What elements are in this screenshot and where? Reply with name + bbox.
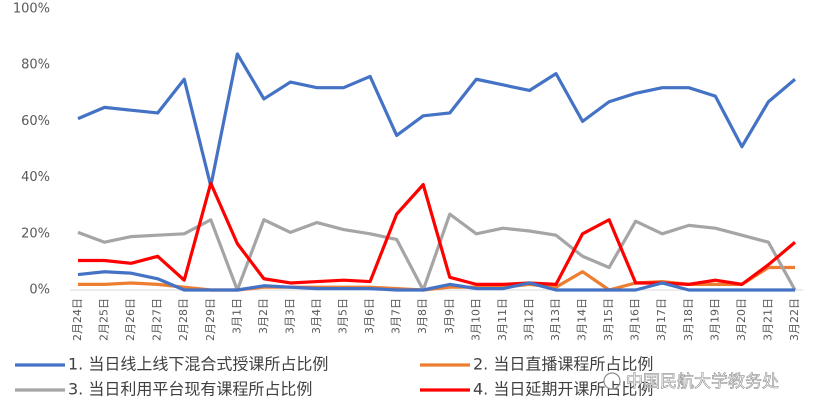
x-tick-label: 3月19日: [708, 298, 721, 341]
x-tick-label: 2月26日: [124, 298, 137, 341]
y-tick-label: 60%: [21, 114, 50, 129]
x-tick-label: 3月16日: [629, 298, 642, 341]
y-tick-label: 0%: [29, 283, 50, 298]
series-line: [77, 270, 795, 292]
x-tick-label: 3月2日: [257, 298, 270, 334]
x-tick-label: 3月7日: [390, 298, 403, 334]
x-tick-label: 3月18日: [682, 298, 695, 341]
x-tick-label: 3月8日: [416, 298, 429, 334]
legend-label: 3. 当日利用平台现有课程所占比例: [68, 380, 312, 399]
x-tick-label: 2月27日: [151, 298, 164, 341]
x-tick-label: 2月29日: [204, 298, 217, 341]
x-tick-label: 3月17日: [655, 298, 668, 341]
x-tick-label: 3月11日: [496, 298, 509, 341]
y-tick-label: 40%: [21, 170, 50, 185]
x-tick-label: 3月12日: [522, 298, 535, 341]
x-tick-label: 3月9日: [443, 298, 456, 334]
x-tick-label: 3月5日: [337, 298, 350, 334]
legend-label: 4. 当日延期开课所占比例: [473, 380, 653, 399]
x-tick-label: 3月22日: [788, 298, 801, 341]
x-tick-label: 3月14日: [576, 298, 589, 341]
x-tick-label: 3月20日: [735, 298, 748, 341]
y-tick-label: 100%: [13, 2, 50, 17]
x-tick-label: 3月15日: [602, 298, 615, 341]
x-tick-label: 2月24日: [71, 298, 84, 341]
x-tick-label: 3月3日: [283, 298, 296, 334]
series-line: [78, 181, 797, 286]
x-tick-label: 3月13日: [549, 298, 562, 341]
y-tick-label: 20%: [21, 226, 50, 241]
watermark: 中国民航大学教务处: [626, 372, 779, 392]
x-tick-label: 3月4日: [310, 298, 323, 334]
y-tick-label: 80%: [21, 58, 50, 73]
x-tick-label: 2月25日: [98, 298, 111, 341]
x-tick-label: 3月1日: [230, 298, 243, 334]
legend-label: 2. 当日直播课程所占比例: [473, 355, 653, 374]
series-line: [77, 52, 797, 188]
x-tick-label: 3月21日: [761, 298, 774, 341]
x-tick-label: 2月28日: [177, 298, 190, 341]
x-tick-label: 3月10日: [469, 298, 482, 341]
x-tick-label: 3月6日: [363, 298, 376, 334]
watermark-icon: [603, 372, 621, 390]
legend-label: 1. 当日线上线下混合式授课所占比例: [68, 355, 328, 374]
